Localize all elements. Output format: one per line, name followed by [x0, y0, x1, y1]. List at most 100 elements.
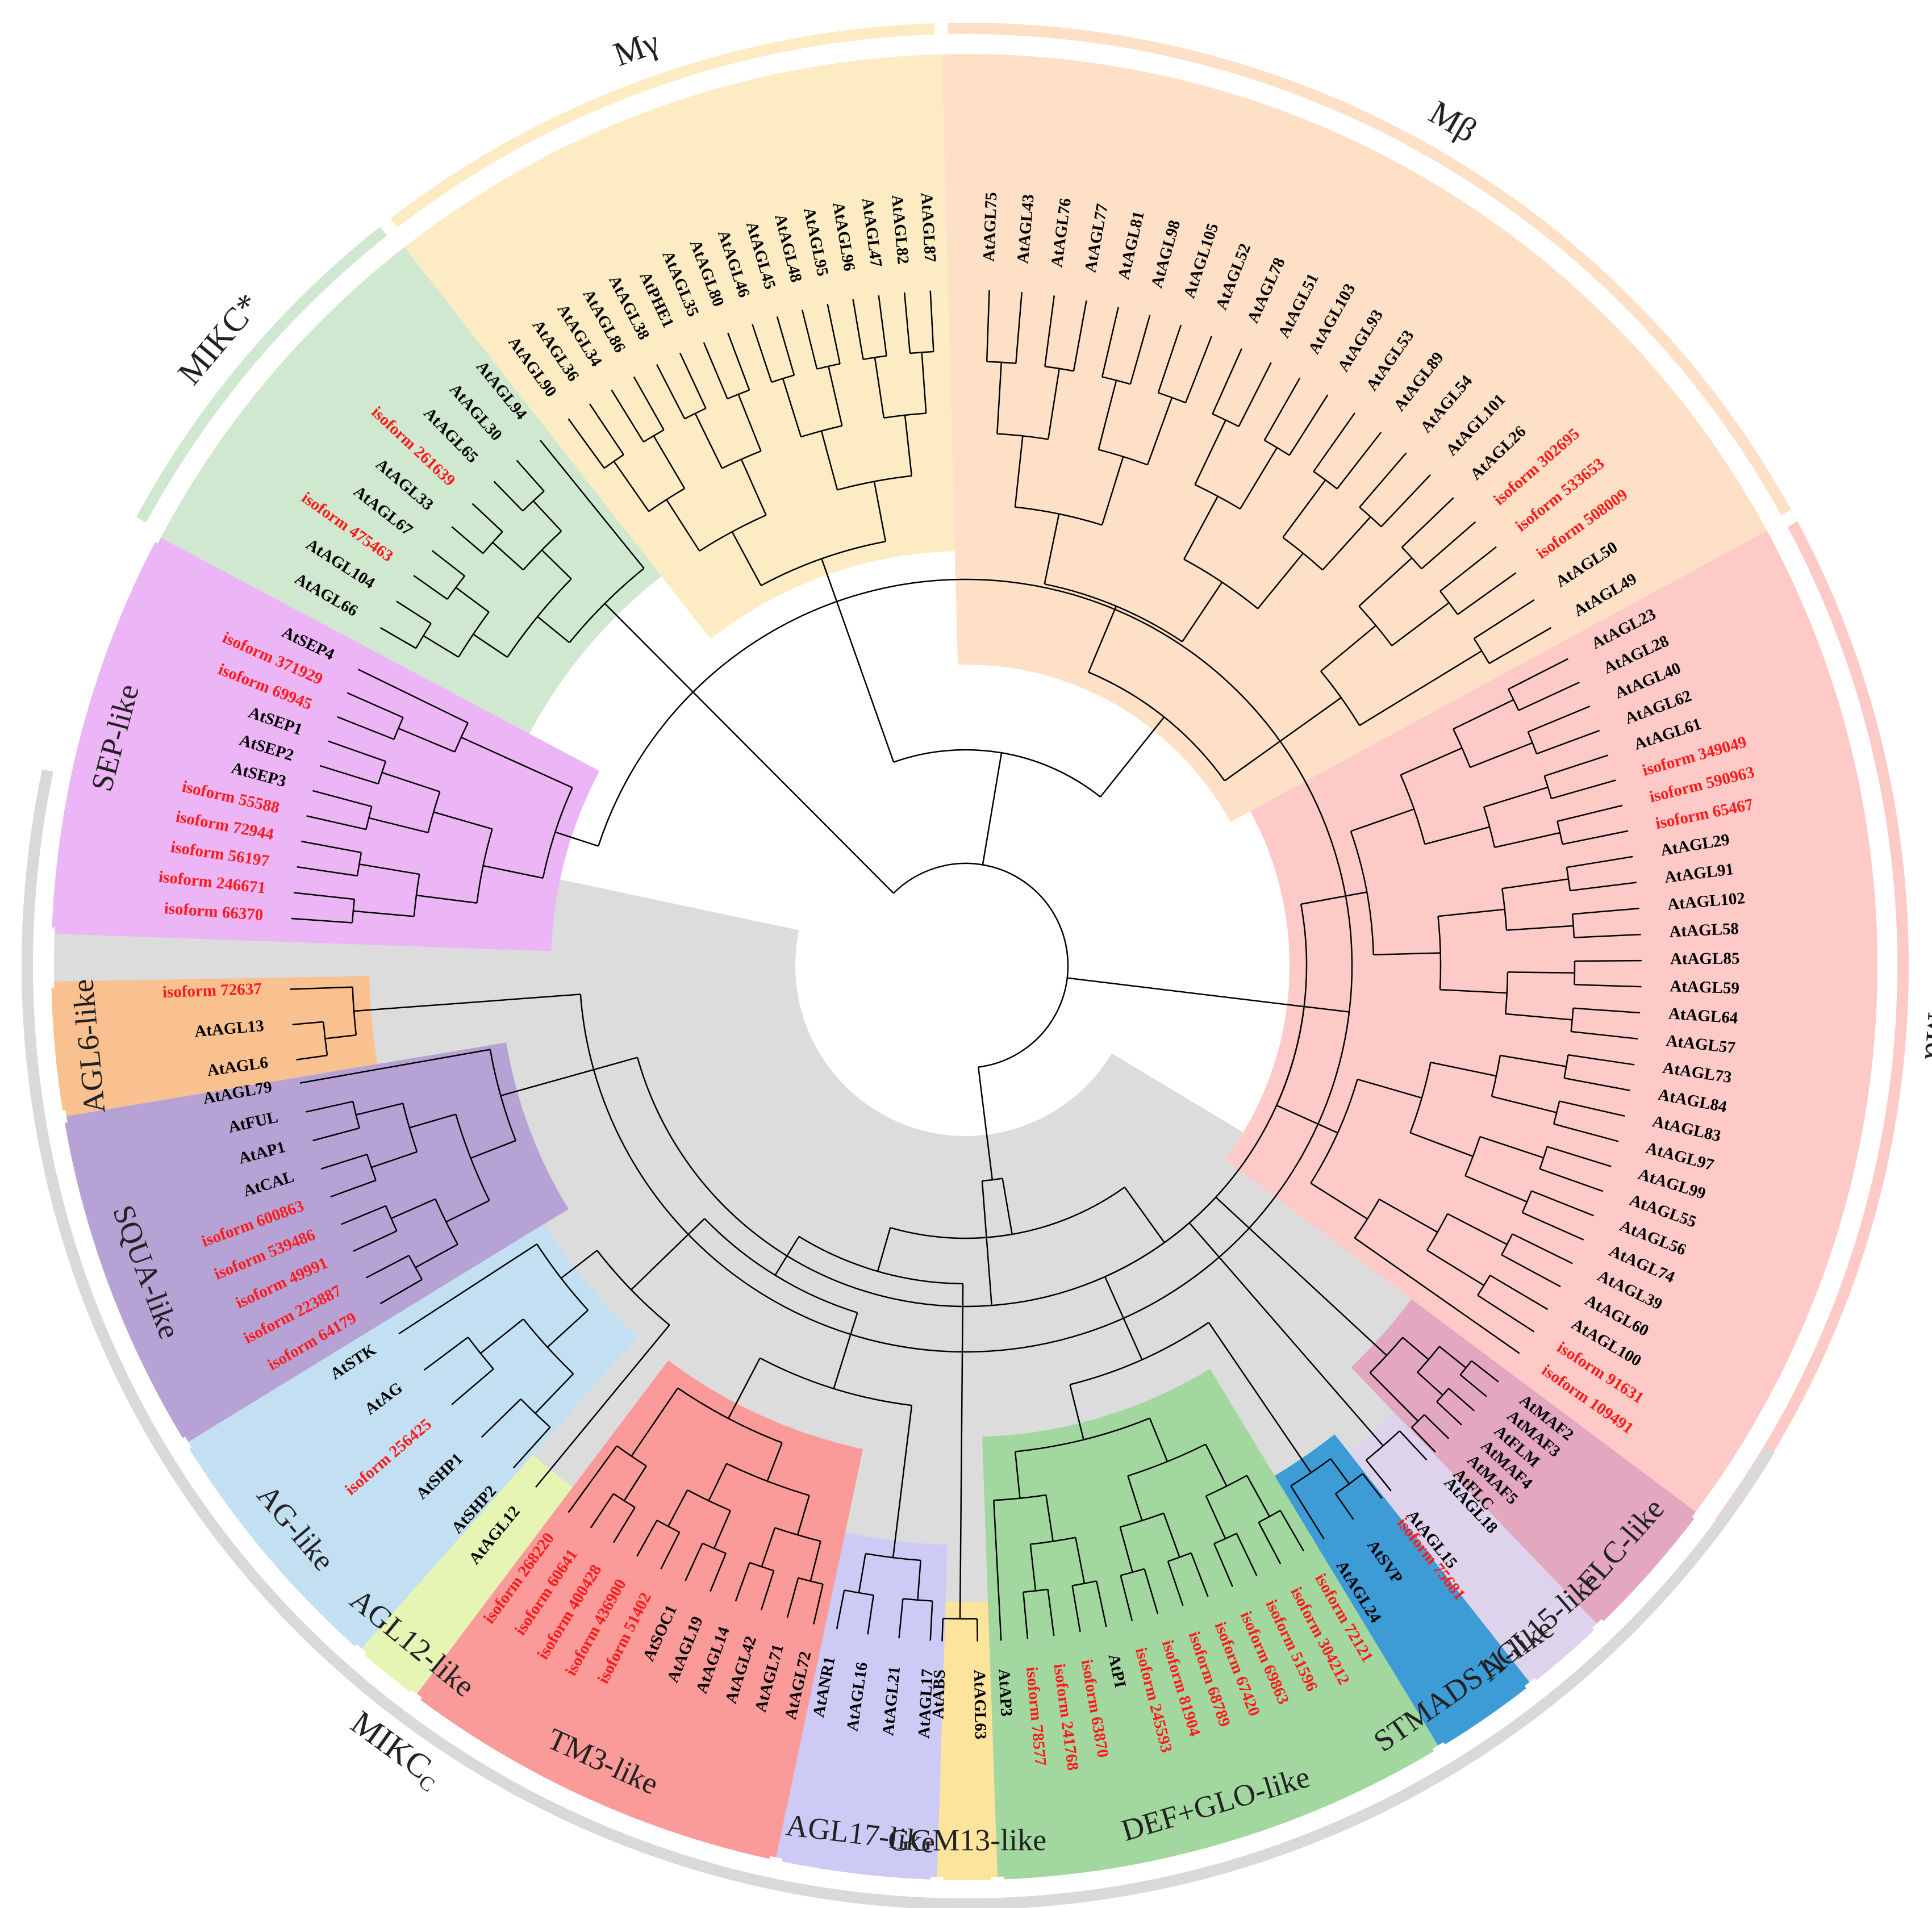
branch-arc-m-beta	[1313, 470, 1338, 490]
branch-arc-def-glo-like	[1120, 1512, 1164, 1528]
branch-m-alpha	[1570, 882, 1637, 892]
branch-m-beta	[1184, 336, 1213, 403]
branch-arc-mikc-star	[447, 575, 465, 600]
branch-m-alpha	[1557, 804, 1623, 823]
branch-mikc-star	[413, 575, 448, 600]
branch-arc-m-alpha	[1491, 1055, 1501, 1097]
branch-mikc-star	[473, 633, 508, 658]
branch-m-alpha	[1574, 984, 1642, 988]
branch-tm3-like	[761, 1527, 776, 1567]
branch-def-glo-like	[1075, 1537, 1086, 1584]
ring-sep-like	[52, 542, 165, 928]
sector-tm3-like	[417, 1360, 863, 1857]
branch-flc-like	[1369, 1372, 1395, 1398]
backbone-arc-lower-b	[798, 1235, 963, 1285]
branch-arc-squa-like	[385, 1205, 398, 1231]
branch-stmads11-like	[1330, 1458, 1350, 1485]
branch-tm3-like	[660, 1531, 681, 1569]
branch-sep-like	[306, 815, 366, 830]
branch-m-alpha	[1379, 1199, 1438, 1233]
ring-stmads11-like	[1439, 1679, 1526, 1745]
branch-m-alpha	[1464, 1314, 1520, 1354]
branch-squa-like	[356, 1103, 403, 1116]
branch-arc-m-beta	[1439, 590, 1458, 615]
branch-ag-like	[481, 1398, 521, 1438]
backbone-root	[982, 753, 1003, 865]
branch-m-beta	[1014, 436, 1024, 507]
branch-m-alpha	[1354, 1237, 1411, 1277]
branch-mikc-star	[431, 550, 465, 577]
backbone-arc-gamma-beta	[893, 749, 1101, 798]
branch-arc-m-alpha	[1477, 1275, 1491, 1296]
branch-arc-tm3-like	[687, 1489, 731, 1512]
branch-squa-like	[299, 1074, 348, 1084]
ring-agl15-like	[1529, 1622, 1595, 1681]
branch-m-alpha	[1566, 855, 1633, 869]
branch-arc-mikc-star	[415, 623, 432, 649]
sector-ggm13-like	[937, 1601, 998, 1877]
branch-arc-m-beta	[997, 433, 1049, 440]
branch-def-glo-like	[1096, 1581, 1107, 1627]
branch-arc-m-alpha	[1501, 888, 1508, 930]
branch-m-beta	[1101, 307, 1119, 377]
tree-branches	[290, 290, 1642, 1642]
branch-m-beta	[1391, 602, 1450, 646]
branch-squa-like	[445, 1200, 490, 1223]
branch-m-gamma	[929, 290, 934, 352]
branch-sep-like	[398, 728, 456, 753]
branch-tm3-like	[710, 1553, 727, 1592]
sector-m-gamma	[404, 54, 955, 639]
sector-agl17-like	[776, 1532, 948, 1877]
clade-title-m-gamma: Mγ	[608, 23, 664, 73]
branch-squa-like	[305, 1100, 353, 1113]
branch-m-alpha	[1531, 1190, 1595, 1217]
branch-m-alpha	[1424, 826, 1490, 845]
branch-m-gamma	[874, 357, 885, 418]
leaf-label: AtAGL75	[980, 192, 1000, 262]
branch-m-alpha	[1559, 1100, 1625, 1117]
branch-agl6-like	[292, 1021, 324, 1025]
sector-agl6-like	[54, 976, 378, 1116]
branch-m-beta	[1359, 687, 1421, 727]
branch-m-gamma	[653, 435, 686, 489]
branch-def-glo-like	[1190, 1552, 1209, 1597]
leaf-label: AtAP3	[995, 1668, 1015, 1717]
branch-sep-like	[461, 736, 518, 763]
branch-tm3-like	[592, 1445, 617, 1480]
branch-agl15-like	[1365, 1459, 1392, 1492]
backbone-sep-squa	[500, 1057, 638, 1097]
branch-agl17-like	[836, 1590, 845, 1630]
backbone-lower-b	[774, 1236, 800, 1276]
branch-tm3-like	[796, 1495, 810, 1535]
branch-squa-like	[320, 1154, 368, 1170]
branch-m-beta	[1146, 397, 1173, 465]
leaf-label: isoform 72637	[162, 980, 262, 1001]
branch-ag-like	[535, 1373, 574, 1414]
branch-m-beta	[1439, 546, 1497, 592]
branch-def-glo-like	[1258, 1522, 1282, 1564]
backbone-lower-a	[833, 1312, 858, 1389]
branch-sep-like	[293, 892, 354, 900]
branch-flc-like	[1417, 1372, 1443, 1396]
branch-m-beta	[1474, 599, 1535, 640]
branch-mikc-star	[617, 536, 645, 569]
branch-flc-like	[1436, 1401, 1462, 1426]
sector-agl15-like	[1349, 1412, 1597, 1682]
branch-m-beta	[1212, 348, 1242, 415]
branch-arc-m-alpha	[1527, 732, 1538, 754]
clade-title-m-beta: Mβ	[1423, 93, 1483, 149]
branch-m-gamma	[903, 292, 911, 354]
branch-m-gamma	[703, 342, 728, 399]
sector-squa-like	[66, 1042, 569, 1442]
branch-m-alpha	[1489, 1275, 1549, 1310]
branch-m-beta	[1088, 606, 1117, 673]
leaf-label: AtAGL85	[1670, 949, 1740, 968]
branch-arc-tm3-like	[613, 1493, 636, 1508]
branch-tm3-like	[809, 1540, 821, 1581]
branch-arc-squa-like	[402, 1103, 418, 1153]
leaf-label: AtAGL59	[1670, 977, 1739, 997]
branch-def-glo-like	[995, 1547, 1000, 1594]
branch-m-alpha	[1438, 908, 1505, 917]
branch-m-beta	[1101, 456, 1124, 525]
branch-sep-like	[301, 840, 362, 854]
